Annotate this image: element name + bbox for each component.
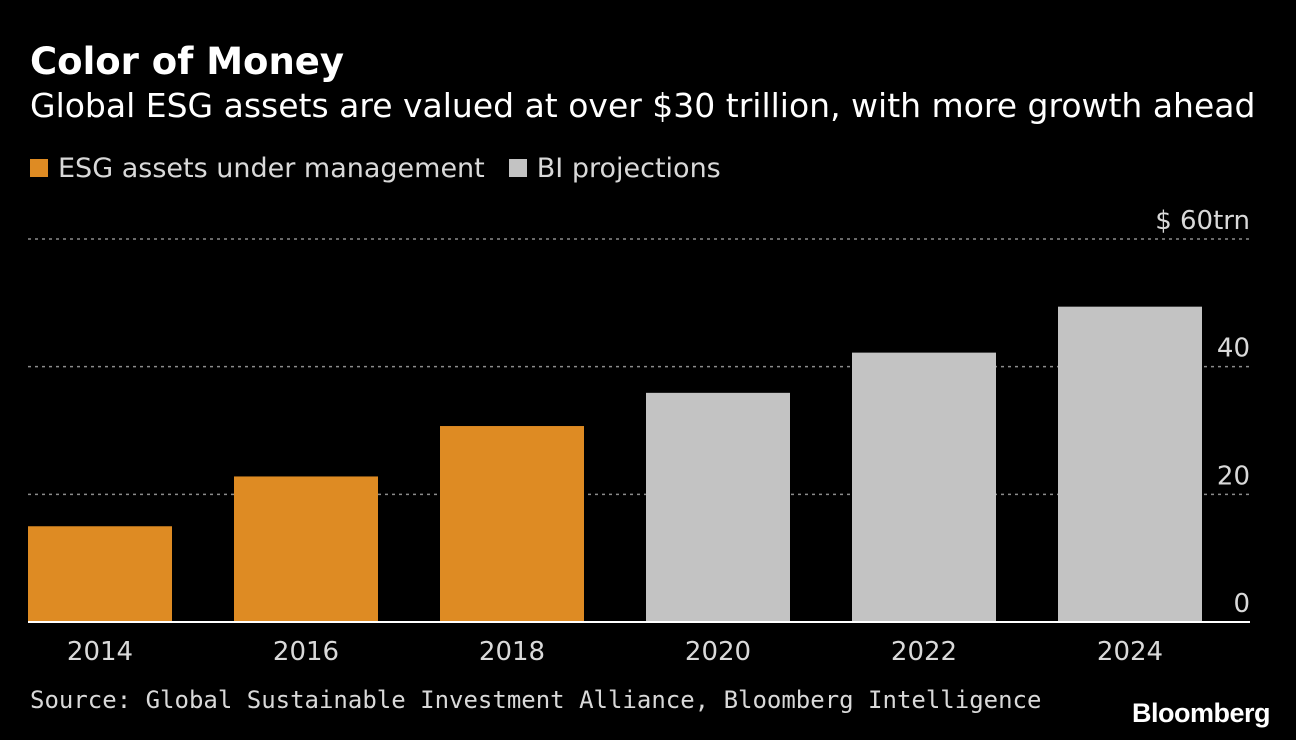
legend-swatch-bi-projections: [508, 159, 527, 177]
bar-2016: [234, 476, 378, 622]
legend-label-esg-assets: ESG assets under management: [58, 152, 485, 184]
legend-label-bi-projections: BI projections: [536, 152, 721, 184]
x-tick-label-2020: 2020: [685, 637, 751, 667]
bars: [28, 306, 1202, 622]
gridlines: [28, 238, 1250, 496]
bar-2020: [646, 392, 790, 622]
source-note: Source: Global Sustainable Investment Al…: [30, 686, 1042, 714]
x-tick-label-2014: 2014: [67, 637, 133, 667]
y-tick-label-0: 0: [1233, 589, 1250, 619]
x-tick-label-2024: 2024: [1097, 637, 1163, 667]
chart-subtitle: Global ESG assets are valued at over $30…: [30, 86, 1256, 125]
x-tick-label-2022: 2022: [891, 637, 957, 667]
legend-item-esg-assets: ESG assets under management: [30, 153, 485, 184]
bar-2014: [28, 526, 172, 622]
x-tick-label-2016: 2016: [273, 637, 339, 667]
y-tick-label-60: $ 60trn: [1155, 206, 1250, 236]
legend-swatch-esg-assets: [30, 159, 48, 177]
chart-title: Color of Money: [30, 40, 344, 83]
bar-2024: [1058, 306, 1202, 622]
axes: 0 20 40 $ 60trn 2014 2016 2018 2020 2022 2024: [28, 206, 1250, 667]
bloomberg-logo: Bloomberg: [1131, 698, 1271, 728]
bar-2022: [852, 352, 996, 622]
bar-2018: [440, 426, 584, 622]
x-tick-label-2018: 2018: [479, 637, 545, 667]
y-tick-label-20: 20: [1217, 461, 1250, 491]
legend: ESG assets under management BI projectio…: [30, 150, 745, 186]
legend-item-bi-projections: BI projections: [508, 152, 721, 184]
y-tick-label-40: 40: [1217, 334, 1250, 364]
